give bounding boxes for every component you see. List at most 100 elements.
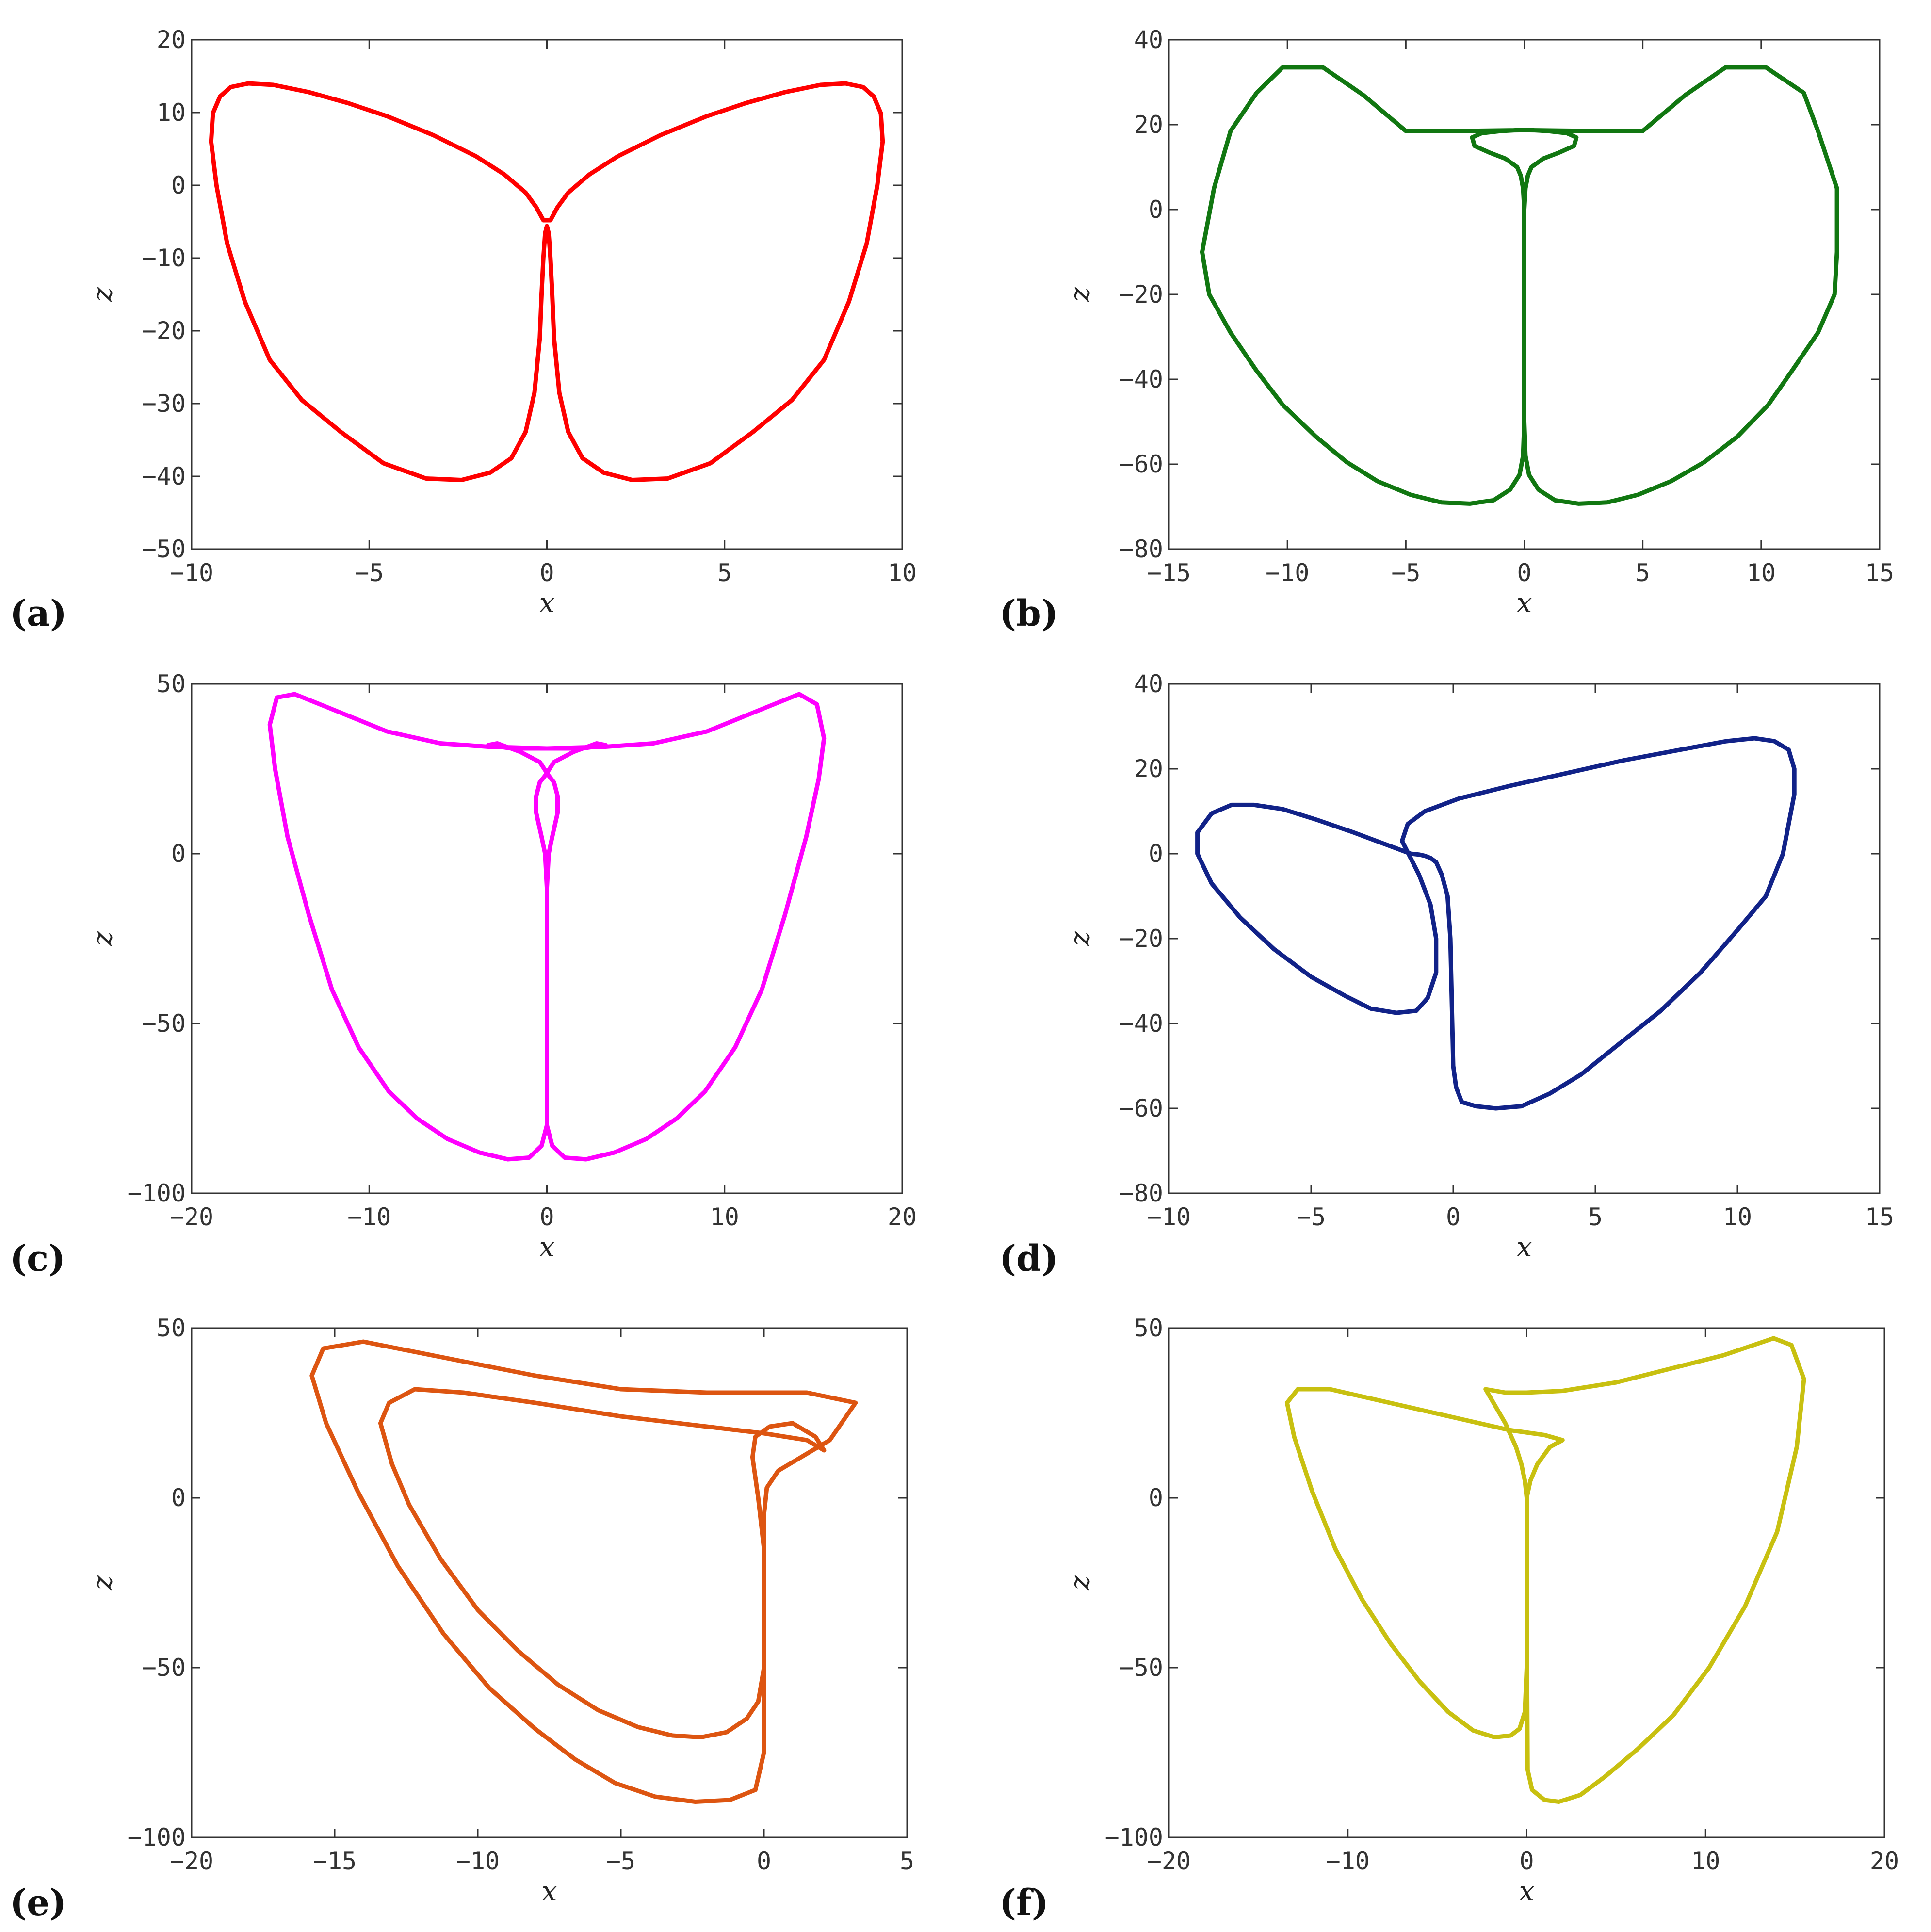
plot-frame bbox=[191, 1327, 908, 1838]
y-tick-label: 40 bbox=[1134, 26, 1163, 54]
x-tick-label: 20 bbox=[1870, 1847, 1899, 1875]
y-axis-label: z bbox=[1064, 287, 1096, 302]
x-tick-label: −10 bbox=[347, 1203, 391, 1231]
x-tick-label: 20 bbox=[888, 1203, 917, 1231]
y-tick-label: −60 bbox=[1120, 450, 1163, 478]
y-tick-label: −40 bbox=[1120, 1009, 1163, 1038]
x-tick-label: 10 bbox=[1723, 1203, 1752, 1231]
x-tick-label: 5 bbox=[1636, 559, 1650, 587]
x-tick-label: −20 bbox=[1147, 1847, 1191, 1875]
y-tick-label: 50 bbox=[157, 1314, 186, 1342]
x-tick-label: −15 bbox=[1147, 559, 1191, 587]
plot-frame bbox=[191, 39, 903, 550]
y-tick-label: −40 bbox=[142, 462, 186, 490]
y-axis-label: z bbox=[87, 931, 118, 946]
y-tick-label: −20 bbox=[1120, 925, 1163, 953]
x-tick-label: −5 bbox=[606, 1847, 635, 1875]
plot-frame bbox=[1168, 683, 1881, 1194]
y-tick-label: −100 bbox=[128, 1179, 186, 1207]
x-axis-label: x bbox=[1517, 1232, 1532, 1263]
x-tick-label: −10 bbox=[170, 559, 213, 587]
x-tick-label: −5 bbox=[1391, 559, 1420, 587]
x-tick-label: −20 bbox=[170, 1203, 213, 1231]
x-axis-label: x bbox=[539, 587, 555, 619]
x-tick-label: 5 bbox=[717, 559, 732, 587]
y-tick-label: −20 bbox=[1120, 280, 1163, 308]
trajectory-curve-b bbox=[1200, 65, 1839, 506]
y-tick-label: −30 bbox=[142, 390, 186, 418]
x-axis-label: x bbox=[539, 1232, 555, 1263]
x-tick-label: −15 bbox=[313, 1847, 357, 1875]
y-axis-label: z bbox=[1064, 931, 1096, 946]
x-tick-label: 0 bbox=[539, 1203, 554, 1231]
y-tick-label: −20 bbox=[142, 317, 186, 345]
x-tick-label: −10 bbox=[456, 1847, 500, 1875]
y-axis-label: z bbox=[87, 287, 118, 302]
x-tick-label: 0 bbox=[1446, 1203, 1460, 1231]
x-tick-label: −10 bbox=[1266, 559, 1309, 587]
x-tick-label: 0 bbox=[1519, 1847, 1534, 1875]
panel-label: (e) bbox=[10, 1882, 66, 1924]
panel-label: (c) bbox=[10, 1238, 65, 1280]
y-tick-label: 0 bbox=[171, 171, 186, 199]
x-tick-label: 10 bbox=[888, 559, 917, 587]
x-tick-label: 0 bbox=[539, 559, 554, 587]
panel-label: (b) bbox=[999, 593, 1058, 634]
y-tick-label: 0 bbox=[1149, 840, 1163, 868]
y-tick-label: 0 bbox=[1149, 195, 1163, 224]
trajectory-curve-f bbox=[1284, 1336, 1806, 1804]
x-tick-label: −10 bbox=[1147, 1203, 1191, 1231]
x-tick-label: 10 bbox=[1747, 559, 1776, 587]
y-tick-label: 20 bbox=[1134, 755, 1163, 783]
y-axis-label: z bbox=[1064, 1575, 1096, 1591]
x-tick-label: −10 bbox=[1326, 1847, 1370, 1875]
y-tick-label: 40 bbox=[1134, 670, 1163, 698]
x-tick-label: 10 bbox=[1691, 1847, 1720, 1875]
x-tick-label: 0 bbox=[757, 1847, 771, 1875]
y-tick-label: −80 bbox=[1120, 535, 1163, 563]
x-axis-label: x bbox=[1517, 587, 1532, 619]
panel-label: (f) bbox=[999, 1882, 1049, 1924]
trajectory-curve-c bbox=[267, 692, 827, 1162]
y-tick-label: −50 bbox=[142, 1009, 186, 1038]
y-tick-label: 0 bbox=[171, 1484, 186, 1512]
x-tick-label: 0 bbox=[1517, 559, 1531, 587]
x-tick-label: −5 bbox=[355, 559, 384, 587]
y-tick-label: 0 bbox=[1149, 1484, 1163, 1512]
x-tick-label: 5 bbox=[1588, 1203, 1603, 1231]
y-tick-label: −50 bbox=[142, 535, 186, 563]
y-axis-label: z bbox=[87, 1575, 118, 1591]
x-tick-label: 15 bbox=[1865, 559, 1894, 587]
y-tick-label: −40 bbox=[1120, 365, 1163, 393]
y-tick-label: 10 bbox=[157, 98, 186, 127]
x-tick-label: −5 bbox=[1297, 1203, 1326, 1231]
x-tick-label: −20 bbox=[170, 1847, 213, 1875]
panel-label: (a) bbox=[10, 593, 67, 634]
panel-label: (d) bbox=[999, 1238, 1058, 1280]
y-tick-label: 50 bbox=[157, 670, 186, 698]
panel-b: −15 −10 −5 0 5 10 15 −80 −60 −40 −20 0 20 40 x z (b) bbox=[999, 26, 1894, 634]
panel-d: −10 −5 0 5 10 15 −80 −60 −40 −20 0 20 40 x z (d) bbox=[999, 670, 1894, 1280]
y-tick-label: −50 bbox=[142, 1654, 186, 1682]
x-axis-label: x bbox=[542, 1876, 557, 1907]
x-tick-label: 5 bbox=[900, 1847, 914, 1875]
x-axis-label: x bbox=[1519, 1876, 1535, 1907]
y-tick-label: −80 bbox=[1120, 1179, 1163, 1207]
trajectory-curve-a bbox=[209, 81, 885, 482]
y-tick-label: 50 bbox=[1134, 1314, 1163, 1342]
x-tick-label: 10 bbox=[710, 1203, 739, 1231]
trajectory-curve-d bbox=[1195, 736, 1797, 1111]
x-tick-label: 15 bbox=[1865, 1203, 1894, 1231]
y-tick-label: 20 bbox=[1134, 111, 1163, 139]
y-tick-label: 0 bbox=[171, 840, 186, 868]
y-tick-label: 20 bbox=[157, 26, 186, 54]
y-tick-label: −10 bbox=[142, 244, 186, 272]
y-tick-label: −100 bbox=[1105, 1823, 1163, 1851]
trajectory-curve-e bbox=[309, 1339, 858, 1804]
y-tick-label: −60 bbox=[1120, 1094, 1163, 1122]
